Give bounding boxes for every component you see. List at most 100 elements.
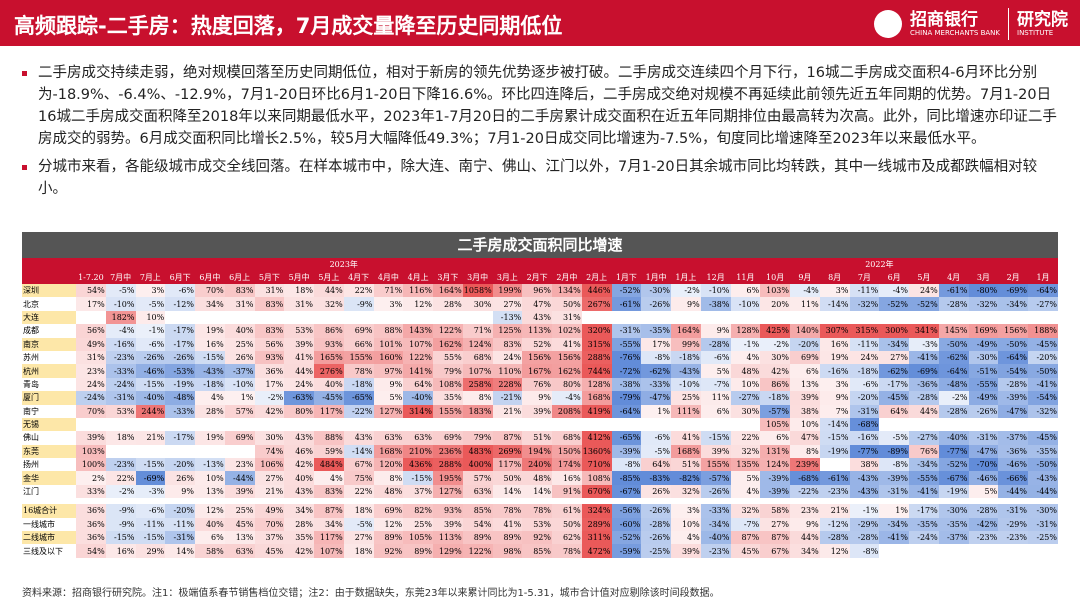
- table-cell: [165, 310, 195, 325]
- table-cell: -43%: [195, 364, 225, 378]
- table-cell: -40%: [403, 391, 433, 405]
- table-cell: -46%: [135, 364, 166, 378]
- table-cell: 42%: [284, 458, 314, 472]
- table-cell: 183%: [462, 404, 493, 418]
- table-cell: 39%: [284, 337, 314, 351]
- table-cell: 29%: [135, 544, 166, 558]
- table-cell: 16%: [819, 337, 850, 351]
- table-cell: 45%: [254, 544, 285, 558]
- table-cell: 55%: [433, 350, 463, 365]
- table-cell: 14%: [522, 484, 552, 502]
- table-cell: -31%: [105, 391, 136, 405]
- table-cell: -20%: [1028, 350, 1058, 365]
- table-cell: -28%: [700, 337, 731, 351]
- table-cell: 36%: [76, 531, 106, 545]
- table-cell: 1360%: [581, 444, 612, 459]
- table-cell: 25%: [671, 391, 701, 405]
- table-cell: 236%: [433, 444, 463, 459]
- table-cell: 228%: [492, 377, 523, 392]
- table-cell: 38%: [849, 458, 880, 472]
- table-cell: 5%: [373, 391, 404, 405]
- table-cell: -39%: [760, 471, 790, 485]
- table-cell: 42%: [760, 364, 790, 378]
- table-cell: -52%: [611, 284, 642, 298]
- table-cell: -37%: [998, 431, 1028, 445]
- table-cell: [641, 310, 671, 325]
- table-cell: [968, 544, 999, 558]
- table-cell: [998, 417, 1028, 432]
- table-cell: 78%: [552, 544, 582, 558]
- table-cell: 12%: [373, 517, 404, 532]
- table-cell: 28%: [195, 404, 225, 418]
- table-cell: [254, 310, 285, 325]
- table-cell: [968, 310, 999, 325]
- table-cell: [849, 310, 880, 325]
- table-cell: 36%: [254, 364, 285, 378]
- table-cell: 127%: [433, 484, 463, 502]
- row-label: 16城合计: [22, 501, 76, 518]
- table-cell: -33%: [165, 404, 195, 418]
- table-cell: -44%: [1028, 484, 1058, 502]
- table-cell: 239%: [790, 458, 820, 472]
- table-cell: -47%: [998, 404, 1028, 418]
- table-cell: -30%: [938, 501, 969, 518]
- table-cell: [611, 417, 642, 432]
- table-cell: -44%: [224, 471, 255, 485]
- column-header: 4月中: [373, 271, 404, 284]
- table-cell: [730, 310, 761, 325]
- table-cell: [343, 310, 374, 325]
- table-cell: 45%: [730, 544, 761, 558]
- table-cell: 134%: [552, 284, 582, 298]
- table-cell: -46%: [968, 471, 999, 485]
- table-cell: 324%: [581, 501, 612, 518]
- table-cell: -32%: [1028, 404, 1058, 418]
- table-cell: -50%: [1028, 364, 1058, 378]
- table-cell: [105, 417, 136, 432]
- table-cell: 78%: [492, 501, 523, 518]
- table-cell: -61%: [819, 471, 850, 485]
- table-cell: 131%: [760, 444, 790, 459]
- table-cell: -53%: [165, 364, 195, 378]
- row-label: 深圳: [22, 284, 76, 298]
- table-cell: 76%: [522, 377, 552, 392]
- table-cell: [403, 310, 433, 325]
- table-cell: -47%: [968, 444, 999, 459]
- table-cell: 24%: [284, 377, 314, 392]
- table-cell: -5%: [343, 517, 374, 532]
- table-cell: -20%: [849, 391, 880, 405]
- table-cell: [462, 417, 493, 432]
- table-cell: [909, 417, 939, 432]
- table-cell: 50%: [552, 517, 582, 532]
- table-cell: 419%: [581, 404, 612, 418]
- table-cell: [790, 310, 820, 325]
- table-cell: [581, 417, 612, 432]
- table-cell: 83%: [254, 297, 285, 311]
- table-cell: 66%: [343, 337, 374, 351]
- table-cell: 87%: [314, 501, 344, 518]
- table-cell: -10%: [700, 284, 731, 298]
- table-cell: 32%: [730, 444, 761, 459]
- table-cell: -6%: [135, 501, 166, 518]
- table-cell: 69%: [343, 324, 374, 338]
- table-cell: -23%: [998, 531, 1028, 545]
- table-cell: 36%: [76, 501, 106, 518]
- table-cell: -18%: [195, 377, 225, 392]
- year-gap: [611, 258, 701, 271]
- table-cell: -3%: [135, 484, 166, 502]
- table-cell: 125%: [492, 324, 523, 338]
- table-cell: 39%: [76, 431, 106, 445]
- row-label: 杭州: [22, 364, 76, 378]
- table-cell: -1%: [730, 337, 761, 351]
- table-cell: 21%: [819, 501, 850, 518]
- table-cell: 86%: [314, 324, 344, 338]
- table-cell: 93%: [433, 501, 463, 518]
- table-cell: 10%: [671, 517, 701, 532]
- row-label: 金华: [22, 471, 76, 485]
- table-cell: [135, 444, 166, 459]
- table-cell: -43%: [849, 484, 880, 502]
- table-cell: -31%: [849, 404, 880, 418]
- table-cell: -19%: [165, 377, 195, 392]
- table-cell: [105, 444, 136, 459]
- table-cell: 98%: [492, 544, 523, 558]
